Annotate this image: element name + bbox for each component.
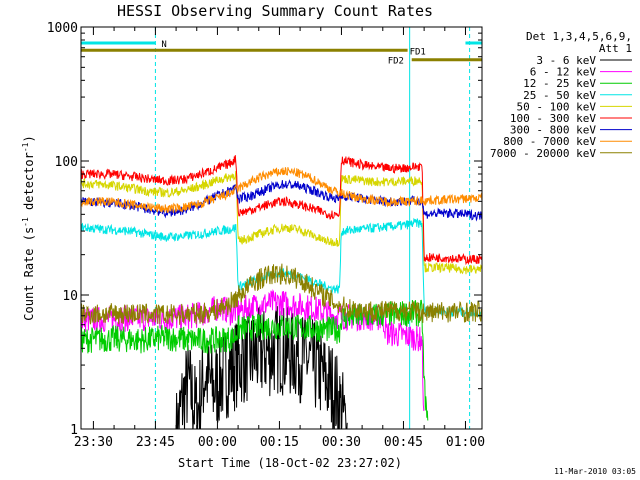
- legend-label: 7000 - 20000 keV: [490, 147, 596, 160]
- y-axis-label-sup2: -1: [21, 142, 30, 152]
- y-tick-label: 100: [55, 155, 78, 170]
- x-tick-label: 00:45: [384, 435, 423, 450]
- x-axis: 23:30 23:45 00:00 00:15 00:30 00:45 01:00: [74, 27, 485, 450]
- legend-label: 12 - 25 keV: [523, 77, 596, 90]
- series-line: [81, 170, 482, 275]
- x-tick-label: 23:30: [74, 435, 113, 450]
- footer-timestamp: 11-Mar-2010 03:05: [554, 467, 636, 476]
- legend-label: 800 - 7000 keV: [503, 135, 596, 148]
- x-tick-label: 00:30: [322, 435, 361, 450]
- y-axis-label-part3: ): [22, 135, 36, 142]
- legend-header-line2: Att 1: [599, 42, 632, 55]
- y-axis-label-part1: Count Rate (s: [22, 227, 36, 321]
- legend-label: 25 - 50 keV: [523, 89, 596, 102]
- series-line: [81, 263, 482, 325]
- series-line: [81, 155, 482, 266]
- x-tick-label: 23:45: [136, 435, 175, 450]
- flag-label-n: N: [161, 40, 166, 50]
- y-axis-label: Count Rate (s-1 detector-1): [21, 135, 36, 320]
- legend-label: 300 - 800 keV: [510, 124, 596, 137]
- y-tick-label: 1: [70, 423, 78, 438]
- flag-bars: N FD1 FD2: [81, 40, 482, 67]
- plot-frame: [80, 26, 483, 430]
- chart-title: HESSI Observing Summary Count Rates: [117, 2, 433, 20]
- y-axis-label-sup1: -1: [21, 217, 30, 227]
- y-tick-label: 1000: [47, 21, 78, 36]
- series-line: [175, 304, 348, 429]
- x-tick-label: 01:00: [446, 435, 485, 450]
- legend-label: 100 - 300 keV: [510, 112, 596, 125]
- flag-label-fd1: FD1: [410, 47, 426, 57]
- flag-label-fd2: FD2: [388, 57, 404, 67]
- x-axis-label: Start Time (18-Oct-02 23:27:02): [178, 456, 402, 470]
- legend-header-line1: Det 1,3,4,5,6,9,: [526, 30, 632, 43]
- legend-label: 50 - 100 keV: [517, 100, 597, 113]
- y-axis: 1 10 100 1000: [47, 21, 482, 438]
- x-tick-label: 00:00: [198, 435, 237, 450]
- legend-label: 6 - 12 keV: [530, 66, 597, 79]
- y-axis-label-part2: detector: [22, 152, 36, 217]
- legend-label: 3 - 6 keV: [536, 54, 596, 67]
- series-line: [81, 167, 482, 213]
- x-tick-label: 00:15: [260, 435, 299, 450]
- series-group: [81, 155, 482, 429]
- y-tick-label: 10: [62, 289, 78, 304]
- vertical-markers: [81, 27, 471, 429]
